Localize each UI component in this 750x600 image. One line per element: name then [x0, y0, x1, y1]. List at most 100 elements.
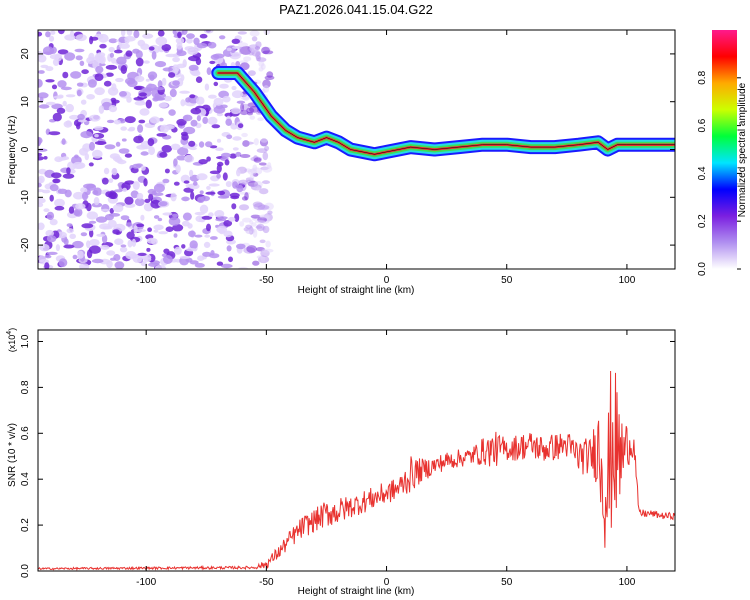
noise-blob: [96, 233, 106, 237]
noise-blob: [99, 43, 107, 49]
snr-y-tick-label: 0.2: [20, 518, 31, 532]
noise-blob: [120, 65, 128, 74]
noise-blob: [113, 119, 121, 125]
noise-blob: [158, 117, 164, 122]
noise-blob: [216, 173, 221, 179]
noise-blob: [181, 196, 190, 202]
noise-blob: [239, 221, 245, 227]
noise-blob: [94, 134, 99, 138]
colorbar-tick-label: 0.4: [697, 166, 708, 180]
noise-blob: [112, 204, 124, 213]
noise-blob: [254, 220, 266, 224]
noise-blob: [176, 50, 187, 57]
noise-blob: [175, 37, 185, 44]
noise-blob: [156, 133, 168, 137]
noise-blob: [89, 141, 95, 151]
snr-multiplier-close: ): [7, 328, 17, 331]
noise-blob: [162, 178, 170, 184]
noise-blob: [62, 156, 70, 161]
noise-blob: [38, 255, 46, 263]
noise-blob: [198, 159, 208, 165]
noise-blob: [38, 188, 45, 193]
noise-blob: [256, 186, 261, 192]
noise-blob: [179, 255, 191, 259]
noise-blob: [201, 215, 213, 220]
noise-blob: [234, 213, 240, 222]
noise-blob: [138, 92, 147, 97]
noise-blob: [177, 147, 189, 156]
noise-blob: [208, 183, 220, 187]
noise-blob: [158, 231, 168, 235]
noise-blob: [238, 179, 249, 186]
noise-blob: [81, 69, 89, 75]
noise-blob: [104, 144, 116, 150]
noise-blob: [57, 80, 67, 88]
noise-blob: [106, 260, 113, 269]
noise-blob: [69, 114, 80, 120]
noise-blob: [108, 178, 114, 184]
noise-blob: [125, 77, 136, 85]
noise-blob: [95, 65, 104, 74]
noise-blob: [242, 94, 250, 101]
spectrogram-xlabel: Height of straight line (km): [298, 285, 415, 296]
noise-blob: [148, 146, 156, 156]
noise-blob: [148, 262, 160, 267]
noise-blob: [223, 230, 233, 238]
noise-blob: [136, 192, 144, 200]
noise-blob: [95, 216, 108, 223]
noise-blob: [79, 60, 85, 66]
noise-blob: [174, 246, 182, 255]
figure-title: PAZ1.2026.041.15.04.G22: [279, 2, 433, 17]
noise-blob: [226, 47, 232, 52]
snr-x-tick-label: 0: [384, 577, 390, 588]
noise-blob: [172, 224, 184, 232]
noise-blob: [232, 136, 242, 141]
noise-blob: [42, 51, 54, 55]
noise-blob: [200, 195, 211, 202]
noise-blob: [74, 48, 85, 53]
noise-blob: [215, 147, 224, 151]
colorbar: 0.0 0.2 0.4 0.6 0.8 Normalized spectral ampl…: [697, 30, 748, 276]
noise-blob: [176, 42, 183, 50]
noise-blob: [110, 97, 117, 102]
snr-panel: -100 -50 0 50 100 0.0 0.2 0.4 0.6 0.8 1.0 Height …: [6, 328, 676, 597]
noise-blob: [72, 161, 84, 170]
spectrogram-ylabel: Frequency (Hz): [7, 116, 18, 185]
noise-blob: [92, 190, 99, 195]
noise-blob: [190, 107, 202, 115]
noise-blob: [189, 94, 196, 99]
noise-blob: [209, 170, 221, 175]
noise-blob: [213, 81, 219, 87]
noise-blob: [241, 132, 248, 138]
noise-blob: [159, 151, 168, 158]
spectrogram-x-tick-label: -50: [259, 275, 274, 286]
noise-blob: [225, 118, 232, 127]
noise-blob: [89, 229, 94, 238]
noise-blob: [261, 164, 273, 173]
noise-blob: [110, 192, 118, 200]
noise-blob: [101, 234, 108, 244]
noise-blob: [79, 147, 88, 156]
noise-blob: [258, 162, 267, 166]
noise-blob: [258, 66, 264, 72]
noise-blob: [153, 183, 165, 193]
noise-blob: [163, 248, 170, 254]
snr-series-line: [38, 370, 675, 571]
svg-text:(x104): (x104): [6, 328, 17, 352]
noise-blob: [206, 67, 212, 75]
noise-blob: [191, 70, 201, 77]
noise-blob: [45, 101, 56, 106]
noise-blob: [231, 38, 240, 44]
noise-blob: [255, 51, 261, 60]
noise-blob: [108, 38, 118, 44]
noise-blob: [157, 217, 163, 222]
snr-multiplier-exp: 4: [6, 331, 13, 335]
noise-blob: [146, 247, 151, 252]
noise-blob: [183, 180, 190, 184]
noise-blob: [105, 72, 114, 77]
noise-blob: [204, 234, 211, 238]
noise-blob: [38, 202, 44, 208]
noise-blob: [182, 212, 192, 221]
noise-blob: [57, 30, 65, 35]
noise-blob: [162, 67, 173, 72]
